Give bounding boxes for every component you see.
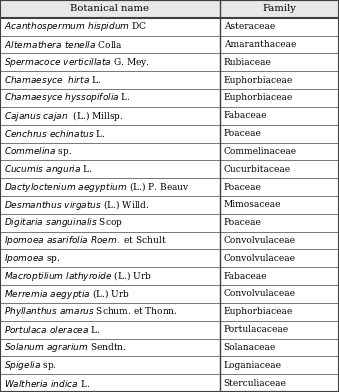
Text: Poaceae: Poaceae [224,218,262,227]
Text: $\it{Merremia\ aegyptia}$ (L.) Urb: $\it{Merremia\ aegyptia}$ (L.) Urb [4,287,130,301]
Text: Convolvulaceae: Convolvulaceae [224,236,296,245]
Text: $\it{Digitaria\ sanguinalis}$ Scop: $\it{Digitaria\ sanguinalis}$ Scop [4,216,123,229]
Text: Botanical name: Botanical name [70,4,149,13]
Bar [0,0,220,18]
Text: Loganiaceae: Loganiaceae [224,361,282,370]
Text: $\it{Spermacoce\ verticillata}$ G. Mey.: $\it{Spermacoce\ verticillata}$ G. Mey. [4,56,150,69]
Bar [0,18,220,36]
Bar [220,339,339,356]
Bar [220,107,339,125]
Text: Sterculiaceae: Sterculiaceae [224,379,286,388]
Text: Asteraceae: Asteraceae [224,22,275,31]
Bar [0,267,220,285]
Bar [0,143,220,160]
Text: Euphorbiaceae: Euphorbiaceae [224,94,293,102]
Bar [0,356,220,374]
Bar [0,89,220,107]
Text: Amaranthaceae: Amaranthaceae [224,40,296,49]
Text: $\it{Portulaca\ oleracea}$ L.: $\it{Portulaca\ oleracea}$ L. [4,324,101,335]
Bar [220,36,339,53]
Bar [0,339,220,356]
Text: Portulacaceae: Portulacaceae [224,325,289,334]
Text: $\it{Cenchrus\ echinatus}$ L.: $\it{Cenchrus\ echinatus}$ L. [4,128,106,139]
Bar [0,303,220,321]
Text: Euphorbiaceae: Euphorbiaceae [224,76,293,85]
Bar [220,267,339,285]
Text: $\it{Spigelia}$ sp.: $\it{Spigelia}$ sp. [4,359,57,372]
Text: Family: Family [262,4,296,13]
Text: $\it{Ipomoea}$ sp.: $\it{Ipomoea}$ sp. [4,252,61,265]
Text: Poaceae: Poaceae [224,129,262,138]
Text: Mimosaceae: Mimosaceae [224,200,281,209]
Text: $\it{Commelina}$ sp.: $\it{Commelina}$ sp. [4,145,73,158]
Text: Solanaceae: Solanaceae [224,343,276,352]
Text: $\it{Chamaesyce\ \ hirta}$ L.: $\it{Chamaesyce\ \ hirta}$ L. [4,74,102,87]
Bar [220,214,339,232]
Bar [220,178,339,196]
Bar [220,53,339,71]
Text: $\it{Desmanthus\ virgatus}$ (L.) Willd.: $\it{Desmanthus\ virgatus}$ (L.) Willd. [4,198,150,212]
Bar [0,232,220,249]
Text: Convolvulaceae: Convolvulaceae [224,290,296,298]
Bar [0,71,220,89]
Text: $\it{Ipomoea\ asarifolia}$ $\it{Roem.}$ et Schult: $\it{Ipomoea\ asarifolia}$ $\it{Roem.}$ … [4,234,167,247]
Bar [0,125,220,143]
Text: $\it{Macroptilium\ lathyroide}$ (L.) Urb: $\it{Macroptilium\ lathyroide}$ (L.) Urb [4,269,152,283]
Text: $\it{Phyllanthus\ amarus}$ Schum. et Thonn.: $\it{Phyllanthus\ amarus}$ Schum. et Tho… [4,305,178,318]
Text: Commelinaceae: Commelinaceae [224,147,297,156]
Text: $\it{Solanum\ agrarium}$ Sendtn.: $\it{Solanum\ agrarium}$ Sendtn. [4,341,127,354]
Bar [0,321,220,339]
Bar [220,303,339,321]
Text: $\it{Chamaesyce\ hyssopifolia}$ L.: $\it{Chamaesyce\ hyssopifolia}$ L. [4,91,131,105]
Bar [220,196,339,214]
Bar [220,374,339,392]
Text: Cucurbitaceae: Cucurbitaceae [224,165,291,174]
Text: $\it{Cucumis\ anguria}$ L.: $\it{Cucumis\ anguria}$ L. [4,163,93,176]
Text: $\it{Dactyloctenium\ aegyptium}$ (L.) P. Beauv: $\it{Dactyloctenium\ aegyptium}$ (L.) P.… [4,180,190,194]
Bar [0,196,220,214]
Bar [220,71,339,89]
Bar [220,232,339,249]
Bar [0,374,220,392]
Text: Convolvulaceae: Convolvulaceae [224,254,296,263]
Bar [220,285,339,303]
Text: Rubiaceae: Rubiaceae [224,58,272,67]
Text: $\it{Acanthospermum\ hispidum}$ DC: $\it{Acanthospermum\ hispidum}$ DC [4,20,147,33]
Bar [0,36,220,53]
Text: $\it{Alternathera\ tenella}$ Colla: $\it{Alternathera\ tenella}$ Colla [4,39,123,50]
Text: Fabaceae: Fabaceae [224,272,267,281]
Text: Poaceae: Poaceae [224,183,262,192]
Text: $\it{Cajanus\ cajan}$  (L.) Millsp.: $\it{Cajanus\ cajan}$ (L.) Millsp. [4,109,124,123]
Bar [220,18,339,36]
Bar [220,0,339,18]
Bar [0,53,220,71]
Bar [0,285,220,303]
Bar [220,89,339,107]
Text: Euphorbiaceae: Euphorbiaceae [224,307,293,316]
Bar [0,214,220,232]
Bar [220,143,339,160]
Bar [0,160,220,178]
Bar [0,107,220,125]
Bar [220,249,339,267]
Text: Fabaceae: Fabaceae [224,111,267,120]
Bar [220,321,339,339]
Bar [0,249,220,267]
Bar [220,160,339,178]
Text: $\it{Waltheria\ indica}$ L.: $\it{Waltheria\ indica}$ L. [4,377,90,388]
Bar [220,125,339,143]
Bar [220,356,339,374]
Bar [0,178,220,196]
